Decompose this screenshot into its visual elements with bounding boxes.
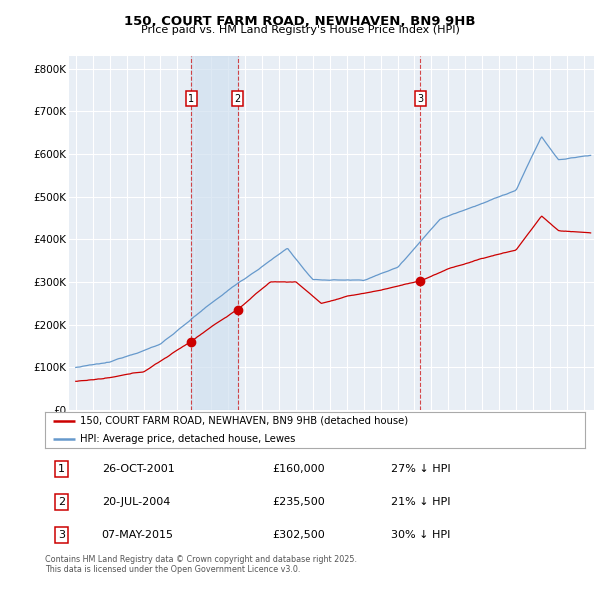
Text: 30% ↓ HPI: 30% ↓ HPI bbox=[391, 530, 450, 540]
Text: £235,500: £235,500 bbox=[272, 497, 325, 507]
Text: 150, COURT FARM ROAD, NEWHAVEN, BN9 9HB: 150, COURT FARM ROAD, NEWHAVEN, BN9 9HB bbox=[124, 15, 476, 28]
Bar bbox=[191, 56, 238, 410]
Text: 2: 2 bbox=[58, 497, 65, 507]
Text: £160,000: £160,000 bbox=[272, 464, 325, 474]
Text: HPI: Average price, detached house, Lewes: HPI: Average price, detached house, Lewe… bbox=[80, 434, 295, 444]
Text: Contains HM Land Registry data © Crown copyright and database right 2025.
This d: Contains HM Land Registry data © Crown c… bbox=[45, 555, 357, 574]
Text: 1: 1 bbox=[58, 464, 65, 474]
Text: 3: 3 bbox=[58, 530, 65, 540]
Text: 27% ↓ HPI: 27% ↓ HPI bbox=[391, 464, 450, 474]
Text: Price paid vs. HM Land Registry's House Price Index (HPI): Price paid vs. HM Land Registry's House … bbox=[140, 25, 460, 35]
Text: 21% ↓ HPI: 21% ↓ HPI bbox=[391, 497, 450, 507]
Text: 150, COURT FARM ROAD, NEWHAVEN, BN9 9HB (detached house): 150, COURT FARM ROAD, NEWHAVEN, BN9 9HB … bbox=[80, 416, 408, 426]
Text: 2: 2 bbox=[235, 94, 241, 103]
Text: £302,500: £302,500 bbox=[272, 530, 325, 540]
Text: 20-JUL-2004: 20-JUL-2004 bbox=[101, 497, 170, 507]
Text: 26-OCT-2001: 26-OCT-2001 bbox=[101, 464, 175, 474]
Text: 07-MAY-2015: 07-MAY-2015 bbox=[101, 530, 174, 540]
Text: 1: 1 bbox=[188, 94, 194, 103]
Text: 3: 3 bbox=[418, 94, 424, 103]
